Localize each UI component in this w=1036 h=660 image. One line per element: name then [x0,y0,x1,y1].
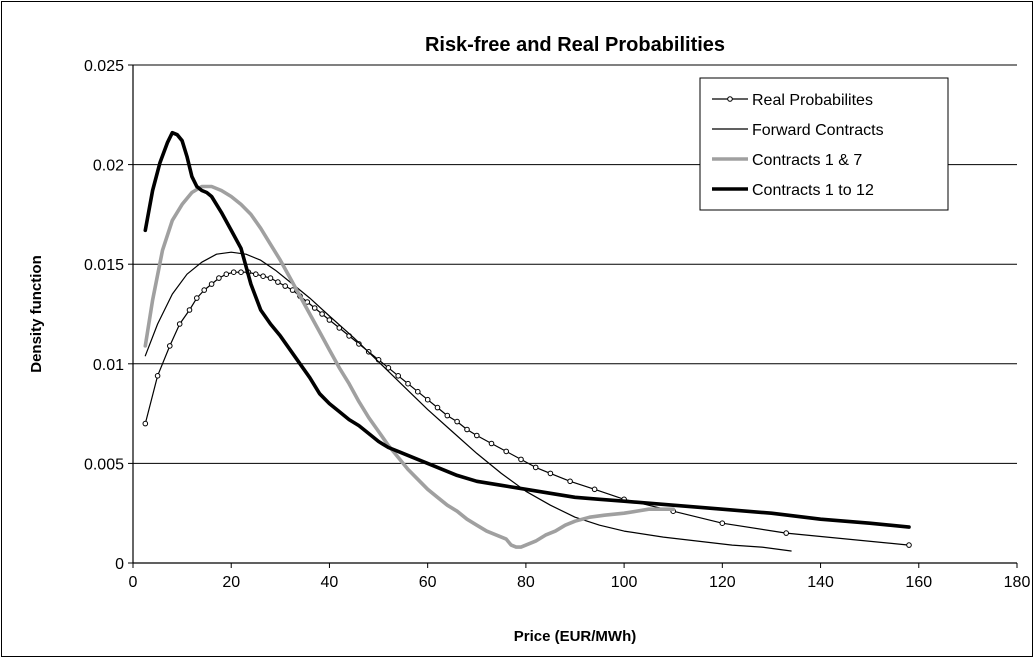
data-point [356,341,362,347]
data-point [230,269,237,276]
series-2 [143,184,675,549]
data-point [154,373,161,379]
data-point [906,542,912,548]
data-point [260,273,266,280]
data-point [176,321,183,327]
tick-labels: 0 0.005 0.01 0.015 0.02 0.025 0 20 40 60 80 100 120 1… [84,58,1030,591]
x-tick-label: 120 [709,574,736,591]
series-group [142,130,912,552]
data-point [238,269,244,276]
x-tick-label: 20 [222,574,240,591]
legend-label: Contracts 1 to 12 [752,182,874,199]
data-point [167,343,173,349]
series-1 [144,251,792,552]
data-point [547,470,554,477]
data-point [326,317,333,323]
axes [128,64,1018,568]
data-point [719,520,726,527]
legend-label: Forward Contracts [752,122,884,139]
data-point [216,275,222,281]
legend-label: Contracts 1 & 7 [752,152,862,169]
series-3 [143,130,911,529]
x-tick-label: 100 [611,574,638,591]
data-point [194,295,200,301]
data-point [415,388,421,395]
y-tick-label: 0.005 [84,456,124,473]
data-point [201,287,207,293]
data-point [434,404,441,411]
data-point [267,275,274,281]
y-tick-label: 0.015 [84,257,124,274]
series-line [143,130,911,529]
series-line [144,251,792,552]
x-tick-label: 0 [129,574,138,591]
legend-marker [727,96,733,102]
x-tick-label: 80 [517,574,535,591]
y-tick-label: 0 [115,556,124,573]
data-point [591,486,598,493]
data-point [311,305,318,311]
data-point [518,456,524,463]
x-tick-label: 180 [1004,574,1031,591]
data-point [783,530,790,536]
x-tick-label: 60 [419,574,437,591]
legend-label: Real Probabilites [752,92,873,109]
data-point [405,380,411,387]
data-point [474,432,480,439]
data-point [503,448,510,455]
y-tick-label: 0.01 [93,357,124,374]
x-tick-label: 140 [807,574,834,591]
data-point [223,271,230,278]
x-tick-label: 160 [905,574,932,591]
data-point [186,307,193,313]
data-point [275,279,281,285]
y-axis-label: Density function [28,255,45,373]
data-point [424,396,431,403]
series-0 [142,269,912,548]
data-point [319,311,325,317]
data-point [208,281,215,287]
data-point [444,412,451,419]
data-point [282,283,289,289]
data-point [488,440,495,447]
y-tick-label: 0.025 [84,58,124,75]
series-line [144,271,910,546]
chart-title: Risk-free and Real Probabilities [425,34,725,56]
data-point [464,426,470,433]
series-line [143,184,675,549]
data-point [385,365,392,371]
data-point [395,373,402,379]
y-tick-label: 0.02 [93,158,124,175]
legend: Real Probabilites Forward Contracts Contra… [699,77,949,211]
data-point [567,478,573,485]
data-point [142,420,149,427]
data-point [532,464,539,471]
data-point [253,271,259,278]
data-point [454,418,460,425]
x-axis-label: Price (EUR/MWh) [514,628,637,645]
x-tick-label: 40 [321,574,339,591]
